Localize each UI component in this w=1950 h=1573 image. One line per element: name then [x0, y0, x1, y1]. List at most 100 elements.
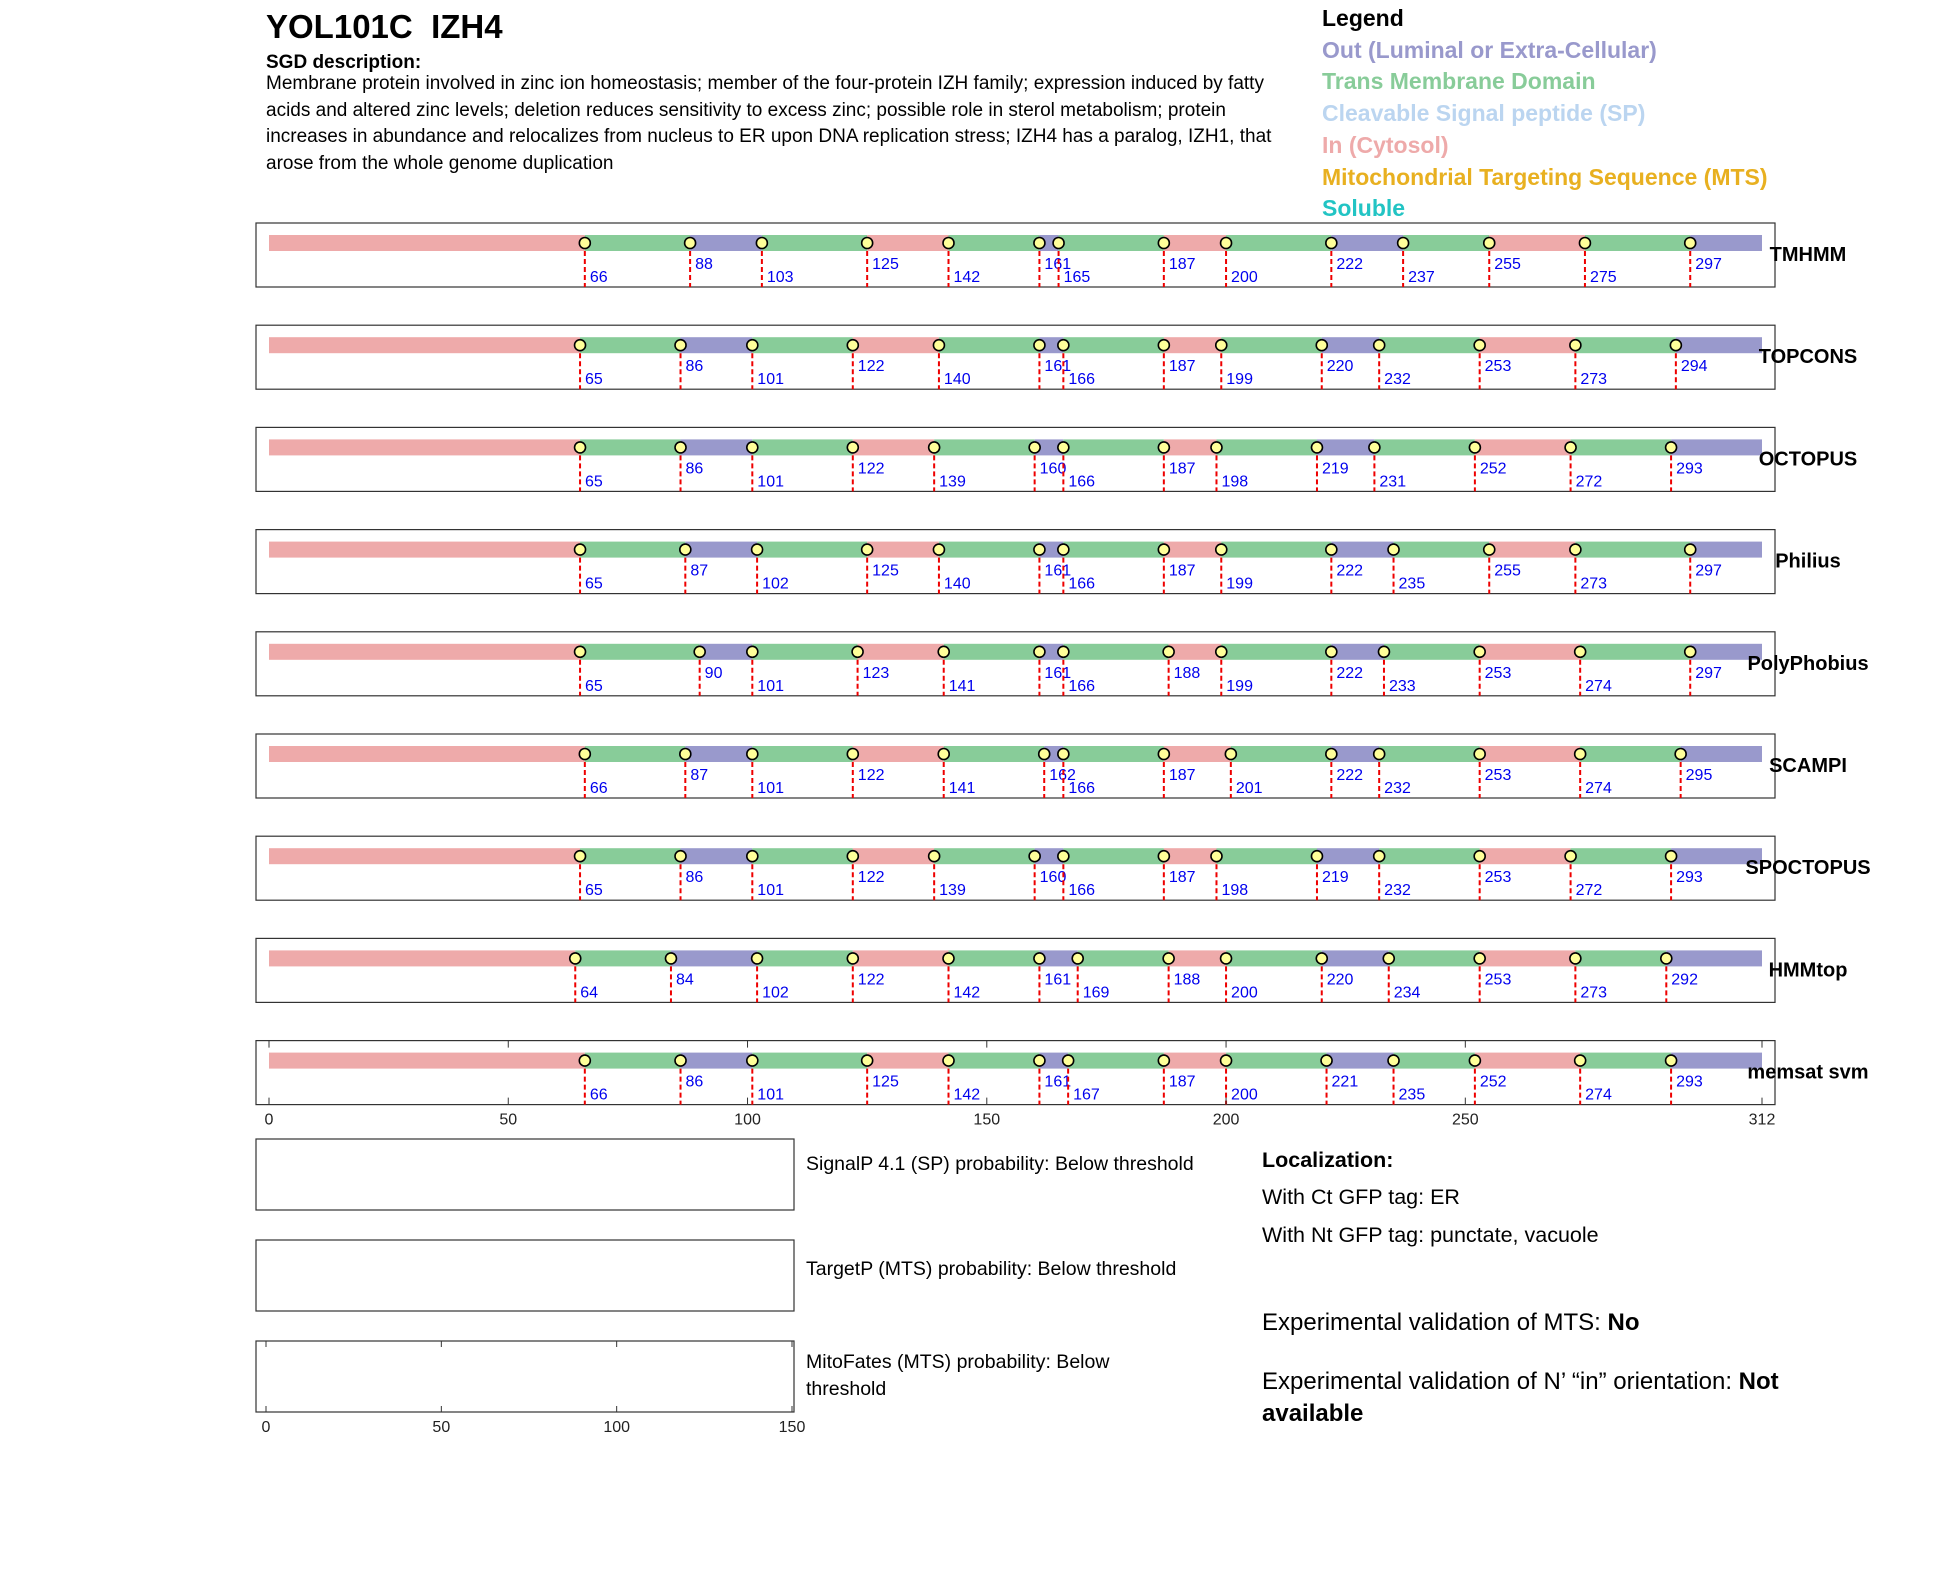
boundary-label: 222	[1336, 767, 1363, 784]
boundary-marker	[1473, 338, 1486, 352]
track-name: Philius	[1775, 551, 1841, 573]
segment	[584, 1052, 681, 1069]
legend-title: Legend	[1322, 5, 1404, 31]
boundary-label: 253	[1485, 665, 1512, 682]
segment	[857, 643, 944, 660]
boundary-marker	[578, 747, 592, 761]
sgd-description-heading: SGD description:	[266, 52, 422, 73]
segment	[1058, 235, 1164, 251]
segment	[1479, 337, 1576, 354]
boundary-label: 232	[1384, 371, 1411, 388]
legend-item-tm: Trans Membrane Domain	[1322, 68, 1596, 94]
boundary-label: 66	[590, 1087, 608, 1104]
boundary-marker	[750, 543, 764, 556]
mts-validation-value: No	[1607, 1309, 1640, 1336]
boundary-marker	[1210, 849, 1223, 863]
boundary-label: 101	[757, 473, 784, 490]
segment	[948, 950, 1040, 967]
segment	[948, 235, 1040, 251]
boundary-marker	[846, 338, 860, 352]
boundary-label: 273	[1580, 576, 1607, 593]
boundary-label: 66	[590, 780, 608, 797]
boundary-marker	[846, 952, 860, 965]
segment	[269, 439, 581, 456]
segment	[1570, 439, 1672, 456]
segment	[269, 746, 585, 762]
segment	[1383, 643, 1480, 660]
boundary-marker	[1214, 338, 1228, 352]
boundary-marker	[1310, 849, 1324, 863]
segment	[680, 439, 753, 456]
axis-tick-label: 250	[1452, 1112, 1479, 1129]
segment	[752, 643, 858, 660]
boundary-marker	[746, 441, 759, 454]
segment	[1163, 746, 1231, 762]
boundary-marker	[1382, 952, 1396, 965]
boundary-marker	[937, 747, 951, 761]
boundary-label: 142	[954, 269, 981, 286]
segment	[1316, 439, 1375, 456]
segment	[867, 541, 939, 558]
segment	[1379, 746, 1480, 762]
axis-tick-label: 100	[734, 1112, 761, 1129]
segment	[1479, 746, 1581, 762]
segment	[1379, 848, 1480, 865]
boundary-marker	[1315, 952, 1329, 965]
segment	[1068, 1052, 1164, 1069]
segment	[1039, 950, 1078, 967]
boundary-label: 166	[1068, 473, 1095, 490]
boundary-marker	[679, 543, 692, 556]
boundary-label: 125	[872, 563, 899, 580]
boundary-marker	[1683, 543, 1697, 556]
segment	[1393, 1052, 1475, 1069]
boundary-marker	[1057, 747, 1070, 761]
boundary-marker	[1368, 441, 1381, 454]
boundary-label: 272	[1576, 473, 1603, 490]
boundary-marker	[932, 543, 946, 556]
legend-item-mts: Mitochondrial Targeting Sequence (MTS)	[1322, 164, 1768, 190]
segment	[761, 235, 868, 251]
segment	[943, 746, 1045, 762]
boundary-label: 161	[1044, 256, 1071, 273]
boundary-marker	[750, 952, 764, 965]
segment	[1570, 848, 1672, 865]
orientation-validation-label: Experimental validation of N’ “in” orien…	[1262, 1368, 1739, 1395]
boundary-label: 141	[949, 780, 976, 797]
segment	[1221, 541, 1332, 558]
track-frame	[255, 631, 1776, 697]
boundary-marker	[846, 747, 860, 761]
segment	[752, 1052, 868, 1069]
boundary-label: 232	[1384, 780, 1411, 797]
boundary-marker	[1659, 952, 1673, 965]
segment	[1163, 439, 1217, 456]
boundary-label: 274	[1585, 678, 1612, 695]
segment	[1666, 950, 1762, 967]
segment	[852, 746, 944, 762]
boundary-marker	[568, 952, 582, 965]
boundary-marker	[746, 1054, 759, 1067]
boundary-marker	[746, 747, 759, 761]
boundary-label: 165	[1064, 269, 1091, 286]
segment	[1168, 950, 1227, 967]
localization-title: Localization:	[1262, 1148, 1394, 1172]
boundary-marker	[674, 338, 687, 352]
track-frame	[255, 733, 1776, 799]
boundary-marker	[1325, 645, 1338, 659]
segment	[1690, 643, 1762, 660]
boundary-label: 84	[676, 971, 694, 988]
boundary-label: 166	[1068, 371, 1095, 388]
boundary-label: 169	[1083, 984, 1110, 1001]
segment	[680, 1052, 753, 1069]
segment	[1063, 439, 1164, 456]
localization-ct: With Ct GFP tag: ER	[1262, 1185, 1460, 1209]
boundary-label: 252	[1480, 1074, 1507, 1091]
boundary-label: 201	[1236, 780, 1263, 797]
boundary-label: 199	[1226, 371, 1253, 388]
segment	[852, 950, 949, 967]
track-frame	[255, 835, 1776, 901]
prob-axis-tick-label: 50	[432, 1419, 450, 1436]
boundary-label: 166	[1068, 576, 1095, 593]
targetp-label: TargetP (MTS) probability: Below thresho…	[806, 1258, 1177, 1280]
